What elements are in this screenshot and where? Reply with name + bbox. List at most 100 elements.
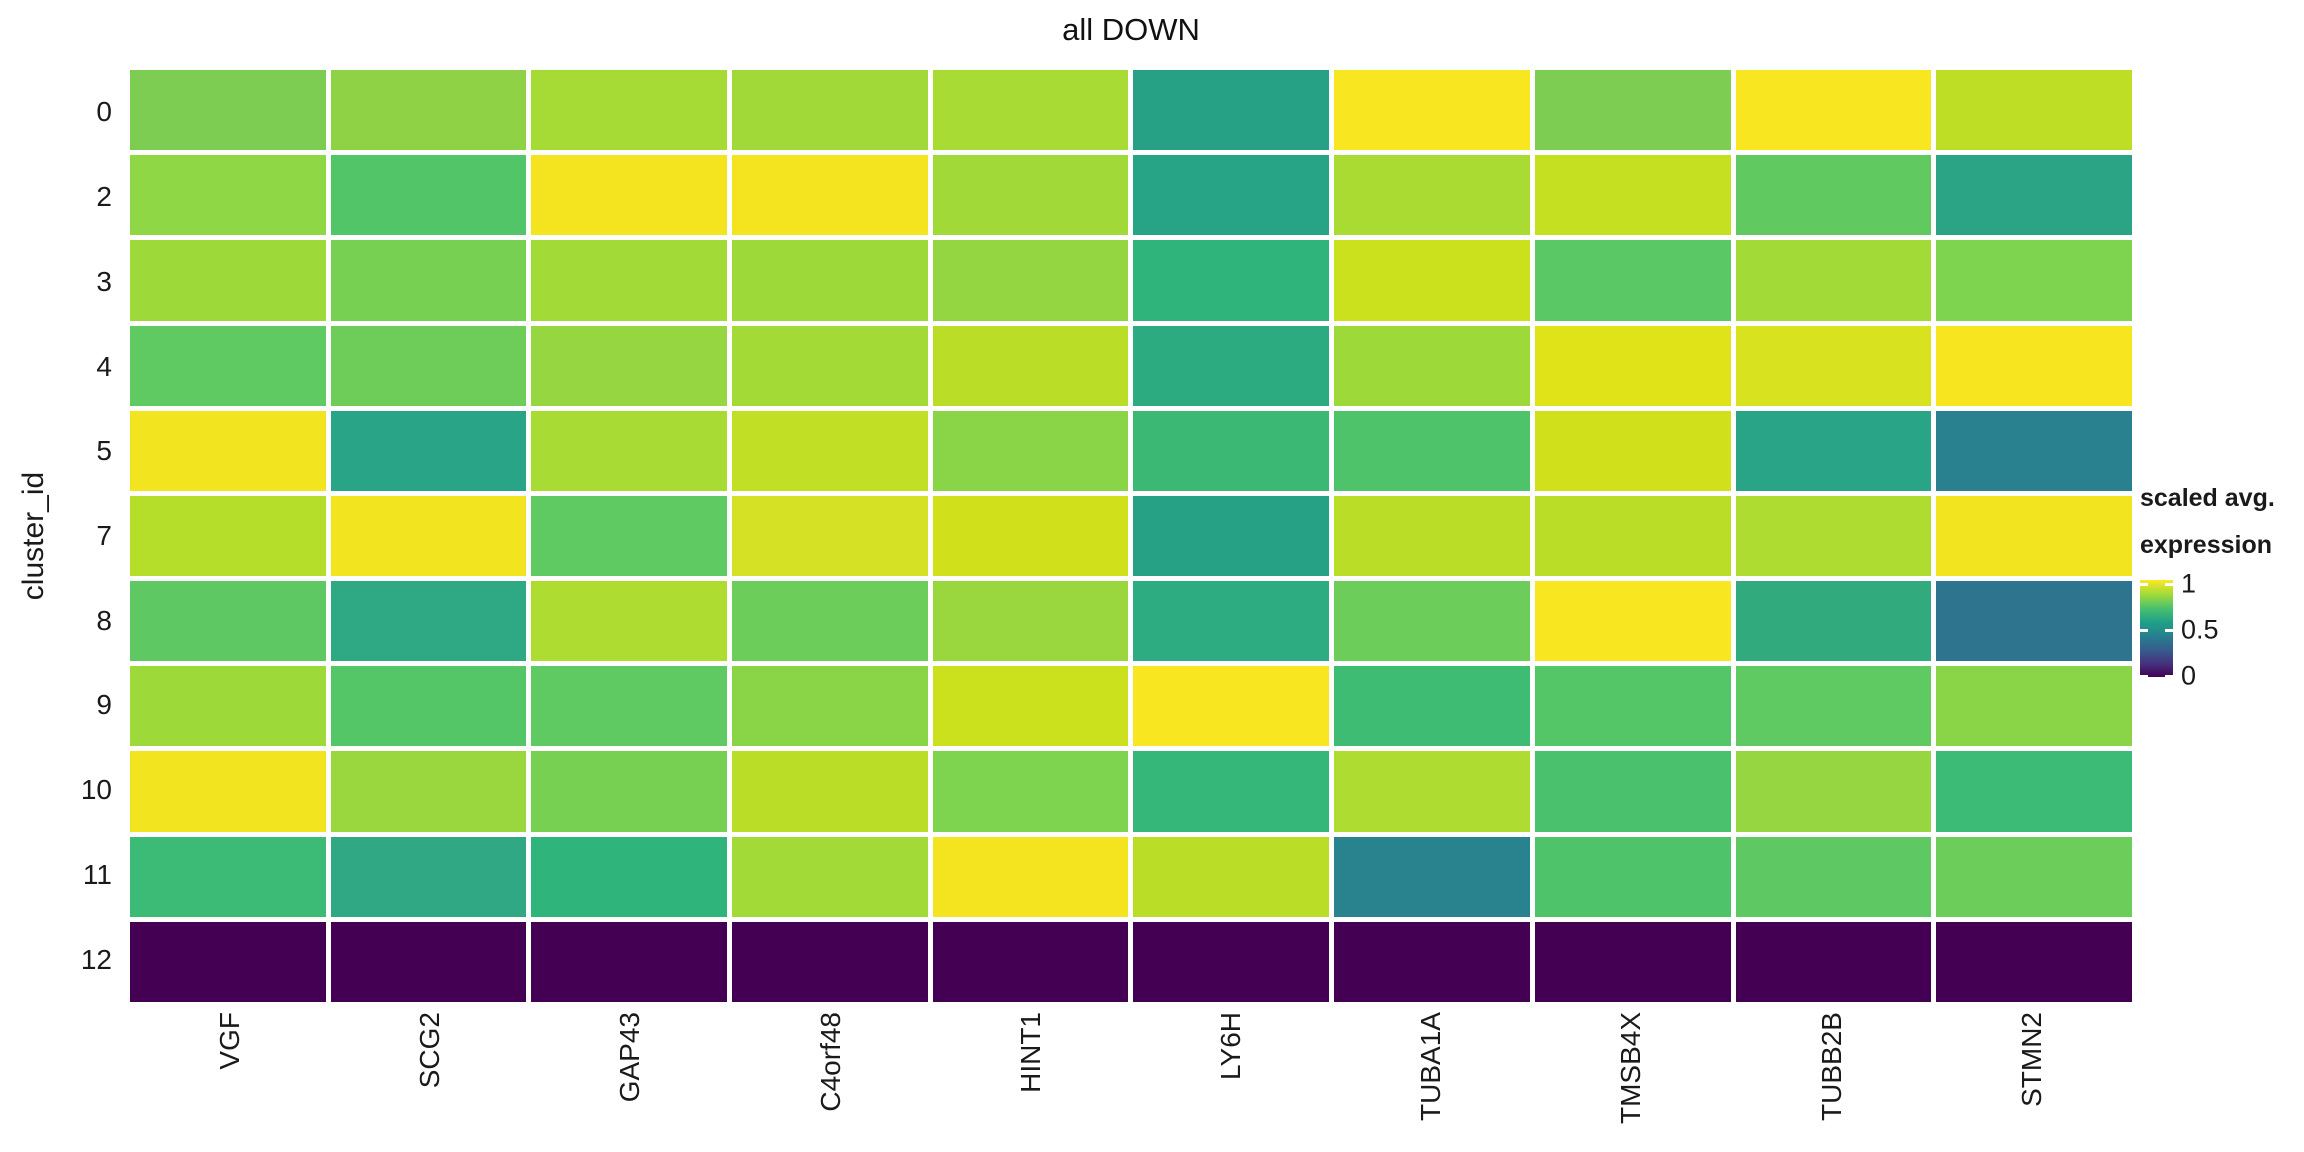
heatmap-cell [732,836,928,917]
heatmap-cell [330,155,527,236]
heatmap-cell [130,666,326,747]
heatmap-cell [531,921,728,1002]
x-tick-label: C4orf48 [731,1012,931,1150]
legend-tick-label: 0.5 [2181,614,2219,645]
legend-title-line2: expression [2140,531,2273,559]
heatmap-cell [1334,751,1530,832]
heatmap-cell [1334,836,1530,917]
heatmap-cell [1534,70,1731,151]
heatmap-cell [1936,581,2132,662]
heatmap-cell [531,410,728,491]
heatmap-cell [1936,666,2132,747]
heatmap-cell [531,495,728,577]
heatmap-cell [732,240,928,321]
y-tick-label: 10 [80,774,112,806]
heatmap-cell [1133,410,1330,491]
heatmap-grid [130,70,2132,1002]
legend-colorbar [2140,580,2173,677]
heatmap-cell [330,410,527,491]
heatmap-cell [1735,410,1932,491]
legend-tick-mark [2165,583,2173,586]
heatmap-cell [932,836,1129,917]
x-tick-label: HINT1 [931,1012,1131,1150]
y-tick-label: 12 [80,943,112,975]
heatmap-cell [1936,155,2132,236]
heatmap-cell [932,921,1129,1002]
x-tick-label: TUBA1A [1331,1012,1531,1150]
heatmap-cell [330,666,527,747]
heatmap-cell [1936,495,2132,577]
x-tick-label: STMN2 [1932,1012,2132,1150]
heatmap-cell [1936,410,2132,491]
heatmap-cell [531,751,728,832]
heatmap-cell [732,666,928,747]
heatmap-cell [1936,240,2132,321]
x-tick-label: TMSB4X [1531,1012,1731,1150]
heatmap-cell [1334,410,1530,491]
heatmap-cell [130,581,326,662]
heatmap-cell [130,325,326,406]
heatmap-cell [130,155,326,236]
heatmap-cell [531,240,728,321]
legend-tick-mark [2140,583,2148,586]
x-tick-label-text: SCG2 [414,1012,446,1089]
heatmap-cell [932,155,1129,236]
heatmap-cell [1133,325,1330,406]
heatmap-cell [932,410,1129,491]
legend-tick-label: 1 [2181,568,2197,599]
y-tick-label: 5 [96,435,112,467]
heatmap-cell [1735,581,1932,662]
heatmap-cell [1334,240,1530,321]
y-tick-label: 0 [96,96,112,128]
heatmap-cell [1534,240,1731,321]
heatmap-cell [1735,666,1932,747]
x-tick-label: VGF [130,1012,330,1150]
heatmap-cell [1334,70,1530,151]
heatmap-cell [1334,325,1530,406]
legend-title-line1: scaled avg. [2140,484,2275,512]
legend: scaled avg. expression 1 0.5 0 [2140,484,2304,691]
heatmap-cell [130,495,326,577]
x-tick-label-text: TMSB4X [1615,1012,1647,1125]
heatmap-cell [1735,240,1932,321]
y-tick-label: 4 [96,350,112,382]
heatmap-cell [1534,751,1731,832]
legend-tick-label: 0 [2181,660,2197,691]
heatmap-cell [531,70,728,151]
heatmap-cell [1936,70,2132,151]
heatmap-cell [330,70,527,151]
heatmap-cell [1133,666,1330,747]
heatmap-cell [732,410,928,491]
heatmap-cell [932,581,1129,662]
heatmap-cell [330,581,527,662]
x-tick-label: TUBB2B [1732,1012,1932,1150]
heatmap-cell [1534,155,1731,236]
heatmap-cell [932,240,1129,321]
heatmap-cell [1534,581,1731,662]
heatmap-cell [932,70,1129,151]
heatmap-cell [1334,495,1530,577]
heatmap-cell [1133,70,1330,151]
heatmap-cell [1133,836,1330,917]
y-tick-label: 11 [82,858,112,890]
heatmap-cell [932,751,1129,832]
heatmap-cell [130,921,326,1002]
heatmap-cell [531,155,728,236]
x-tick-label-text: HINT1 [1014,1012,1046,1093]
x-tick-label-text: TUBB2B [1815,1012,1847,1121]
heatmap-cell [1735,70,1932,151]
heatmap-cell [1735,495,1932,577]
heatmap-cell [1334,921,1530,1002]
heatmap-cell [130,70,326,151]
legend-tick-mark [2140,675,2148,678]
heatmap-cell [1735,921,1932,1002]
y-tick-label: 3 [96,265,112,297]
heatmap-cell [330,751,527,832]
heatmap-cell [932,495,1129,577]
heatmap-cell [1534,495,1731,577]
legend-colorbar-area: 1 0.5 0 [2140,569,2304,691]
heatmap-cell [1133,240,1330,321]
heatmap-cell [732,751,928,832]
legend-tick-mark [2165,629,2173,632]
